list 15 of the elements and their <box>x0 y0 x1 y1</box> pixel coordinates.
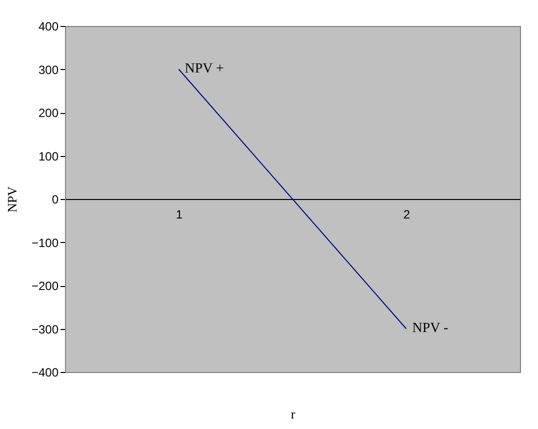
x-axis-title: r <box>290 406 296 422</box>
y-tick-label: −200 <box>31 279 59 293</box>
y-tick-label: 400 <box>38 20 59 34</box>
y-tick-label: 100 <box>38 149 59 164</box>
y-tick-label: −100 <box>31 236 59 250</box>
y-axis-title: NPV <box>4 186 20 213</box>
y-tick-label: 300 <box>38 62 59 77</box>
annotation: NPV - <box>412 320 449 336</box>
x-tick-label: 2 <box>403 208 410 222</box>
y-tick-label: 0 <box>52 192 59 206</box>
y-tick-label: 200 <box>38 106 59 120</box>
y-tick-label: −400 <box>31 366 59 380</box>
x-tick-label: 1 <box>176 208 183 222</box>
y-tick-label: −300 <box>31 322 59 336</box>
annotation: NPV + <box>184 61 224 76</box>
